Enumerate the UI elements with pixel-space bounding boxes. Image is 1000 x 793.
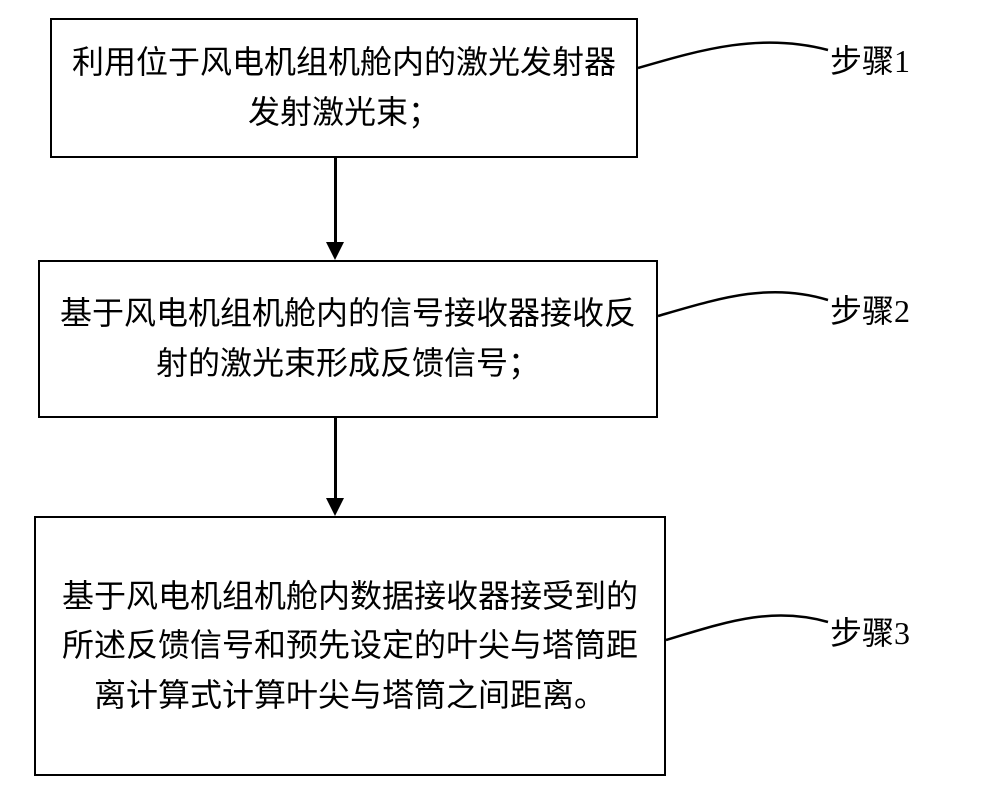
arrow-1-head — [326, 242, 344, 260]
arrow-2-shaft — [334, 418, 337, 498]
arrow-2-head — [326, 498, 344, 516]
callout-curve-3-path — [666, 615, 828, 640]
arrow-1-shaft — [334, 158, 337, 242]
flowchart-canvas: 利用位于风电机组机舱内的激光发射器发射激光束； 基于风电机组机舱内的信号接收器接… — [0, 0, 1000, 793]
callout-curve-3 — [0, 0, 1000, 793]
